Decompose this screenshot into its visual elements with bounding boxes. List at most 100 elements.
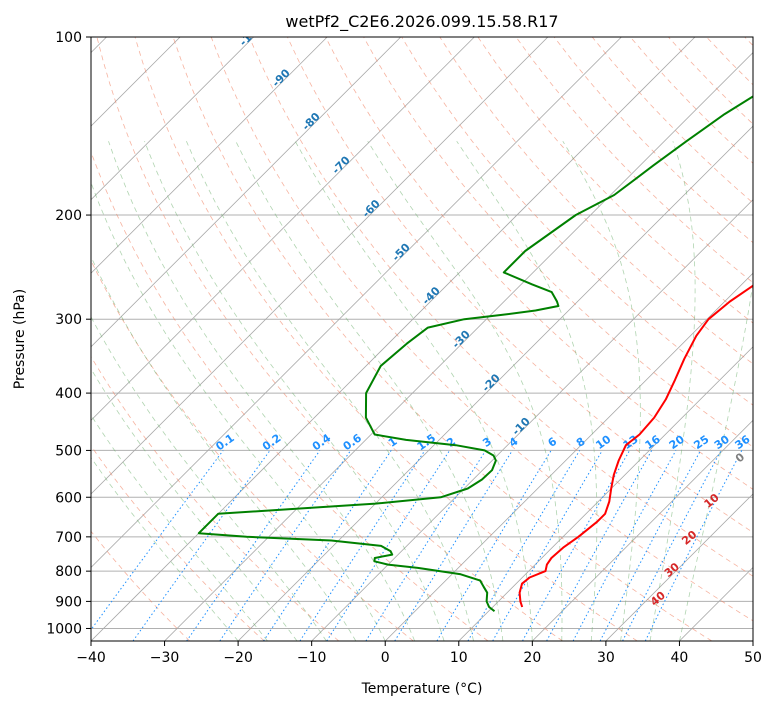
dry-adiabat-line	[439, 37, 753, 365]
dry-adiabat-label: -100	[237, 20, 266, 49]
dewpoint-profile	[197, 95, 753, 612]
y-axis-label: Pressure (hPa)	[12, 289, 28, 389]
mixing-ratio-line	[326, 450, 451, 641]
dry-adiabat-line	[96, 37, 563, 641]
dry-adiabat-line	[134, 37, 638, 641]
y-tick-label: 500	[55, 443, 82, 459]
dry-adiabat-line	[401, 37, 753, 406]
dry-adiabat-label: -70	[330, 153, 353, 176]
mixing-ratio-label: 6	[546, 435, 560, 450]
mixing-ratio-line	[546, 450, 653, 641]
axis-ticks: −40 −30 −20 −10 0 10 20 30 40 5010020030040050060…	[46, 30, 762, 666]
x-axis-label: Temperature (°C)	[361, 681, 483, 697]
mixing-ratio-line	[91, 450, 224, 631]
chart-title: wetPf2_C2E6.2026.099.15.58.R17	[285, 12, 558, 32]
x-tick-label: −20	[223, 650, 253, 666]
dry-adiabat-line	[706, 37, 753, 86]
dry-adiabat-line	[91, 259, 414, 641]
isotherm-line	[91, 37, 475, 421]
mixing-ratio-line	[132, 450, 271, 641]
moist-adiabat-line	[294, 141, 533, 641]
isotherm-line	[91, 37, 254, 201]
moist-adiabat-line	[562, 140, 641, 641]
y-tick-label: 600	[55, 490, 82, 506]
isotherm-line	[532, 419, 753, 641]
isotherm-line	[91, 37, 549, 495]
mixing-ratio-label: 10	[593, 432, 613, 452]
moist-adiabat-line	[91, 181, 386, 641]
mixing-ratio-label: 16	[643, 432, 663, 452]
isotherm-line	[384, 272, 753, 641]
y-tick-label: 800	[55, 564, 82, 580]
x-tick-label: −30	[150, 650, 180, 666]
moist-adiabat-label: 30	[662, 560, 682, 580]
isotherm-line	[91, 37, 622, 569]
moist-adiabat-line	[91, 255, 357, 641]
mixing-ratio-label: 25	[691, 433, 711, 452]
dry-adiabat-line	[91, 150, 489, 641]
x-tick-label: 0	[381, 650, 390, 666]
dry-adiabat-label: -50	[390, 240, 413, 263]
x-tick-label: −10	[297, 650, 327, 666]
moist-adiabat-line	[91, 316, 327, 641]
mixing-ratio-line	[263, 450, 392, 641]
moist-adiabat-line	[91, 414, 268, 641]
isotherm-line	[91, 37, 696, 641]
dry-adiabat-line	[287, 37, 753, 533]
dry-adiabat-line	[172, 37, 713, 641]
y-tick-label: 300	[55, 312, 82, 328]
dry-adiabat-line	[91, 530, 190, 641]
dry-adiabat-label: -10	[510, 415, 533, 438]
y-tick-label: 100	[55, 30, 82, 46]
y-tick-label: 900	[55, 594, 82, 610]
isotherm-line	[752, 640, 753, 641]
y-tick-label: 400	[55, 386, 82, 402]
dry-adiabat-line	[515, 37, 753, 284]
dry-adiabat-line	[210, 37, 753, 622]
mixing-ratio-line	[436, 450, 552, 641]
y-tick-label: 1000	[46, 621, 82, 637]
moist-adiabat-line	[649, 141, 696, 641]
sounding-profiles	[197, 95, 753, 612]
mixing-ratio-line	[299, 450, 426, 641]
x-tick-label: 10	[450, 650, 468, 666]
plot-frame	[90, 36, 754, 642]
line-labels: 0.1 0.2 0.4 0.6 1 1.5 2 3 4 6 8 10 13 16 20 25 30 36-100-…	[213, 20, 753, 609]
dry-adiabat-line	[248, 37, 753, 577]
background-lines	[91, 37, 753, 641]
dry-adiabat-label: -90	[270, 66, 293, 89]
isotherm-line	[91, 37, 328, 274]
x-tick-label: 30	[597, 650, 615, 666]
dry-adiabat-label: -60	[360, 197, 383, 220]
moist-adiabat-label: 20	[679, 528, 699, 548]
temperature-profile	[518, 284, 753, 608]
mixing-ratio-label: 2	[444, 435, 458, 450]
moist-adiabat-line	[91, 456, 239, 641]
mixing-ratio-line	[186, 450, 321, 641]
mixing-ratio-line	[394, 450, 513, 641]
dry-adiabat-label: -20	[480, 371, 503, 394]
moist-adiabat-label: 0	[733, 450, 747, 465]
moist-adiabat-line	[235, 141, 504, 641]
mixing-ratio-line	[365, 450, 487, 641]
moist-adiabat-line	[367, 140, 563, 641]
x-tick-label: 20	[523, 650, 541, 666]
moist-adiabat-line	[679, 281, 753, 641]
x-tick-label: −40	[76, 650, 106, 666]
x-tick-label: 50	[744, 650, 762, 666]
dry-adiabat-label: -80	[300, 110, 323, 133]
mixing-ratio-line	[522, 450, 631, 641]
mixing-ratio-line	[219, 450, 352, 641]
dry-adiabat-line	[91, 355, 340, 641]
mixing-ratio-label: 36	[733, 432, 753, 452]
dry-adiabat-line	[91, 445, 265, 641]
dry-adiabat-line	[591, 37, 753, 204]
isotherm-line	[164, 51, 753, 641]
mixing-ratio-line	[467, 450, 581, 641]
dry-adiabat-line	[553, 37, 753, 244]
y-tick-label: 200	[55, 208, 82, 224]
mixing-ratio-label: 30	[712, 432, 732, 452]
y-tick-label: 700	[55, 530, 82, 546]
isotherm-line	[91, 37, 402, 348]
